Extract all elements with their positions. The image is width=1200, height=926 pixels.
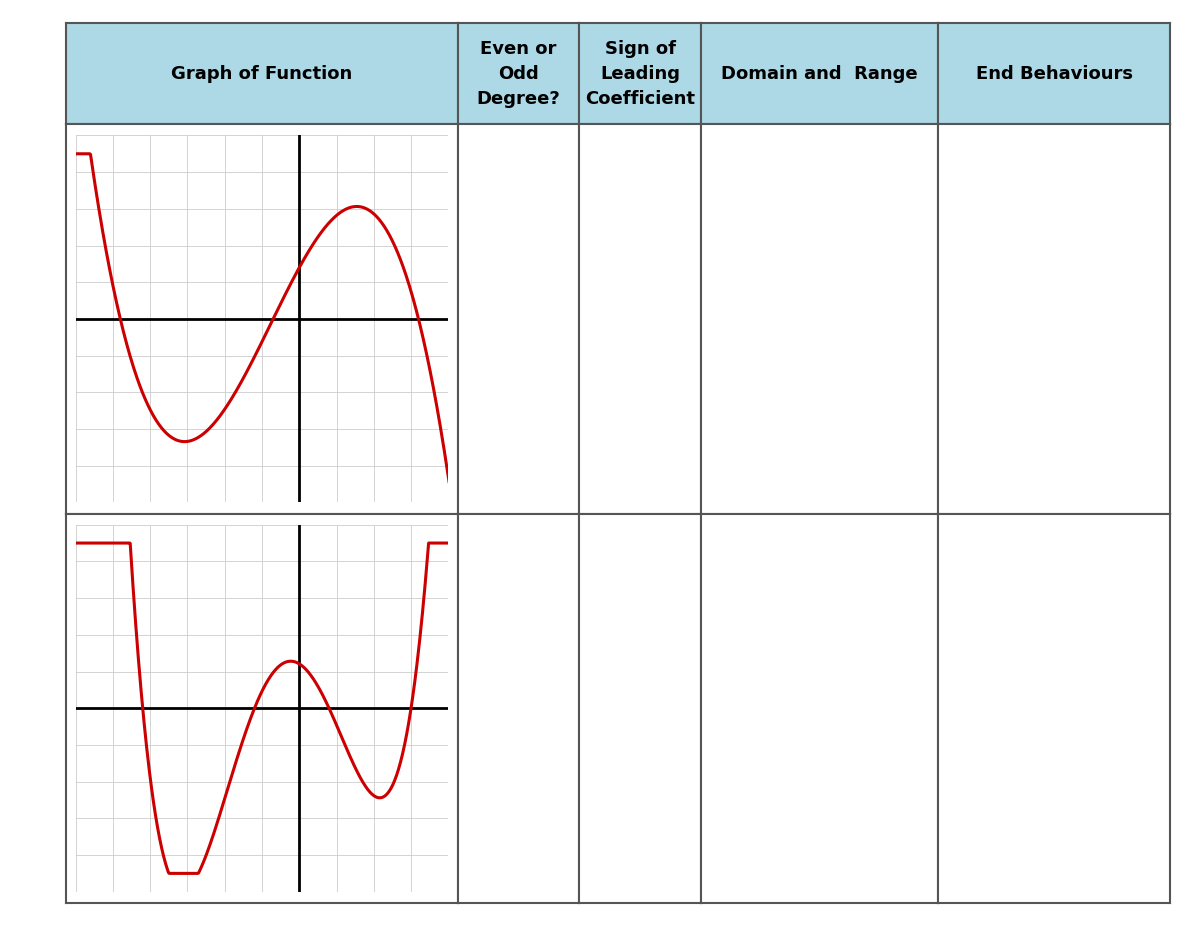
Text: End Behaviours: End Behaviours bbox=[976, 65, 1133, 82]
Text: Even or
Odd
Degree?: Even or Odd Degree? bbox=[476, 40, 560, 107]
Text: Sign of
Leading
Coefficient: Sign of Leading Coefficient bbox=[586, 40, 695, 107]
Text: Domain and  Range: Domain and Range bbox=[721, 65, 918, 82]
Text: Graph of Function: Graph of Function bbox=[172, 65, 353, 82]
